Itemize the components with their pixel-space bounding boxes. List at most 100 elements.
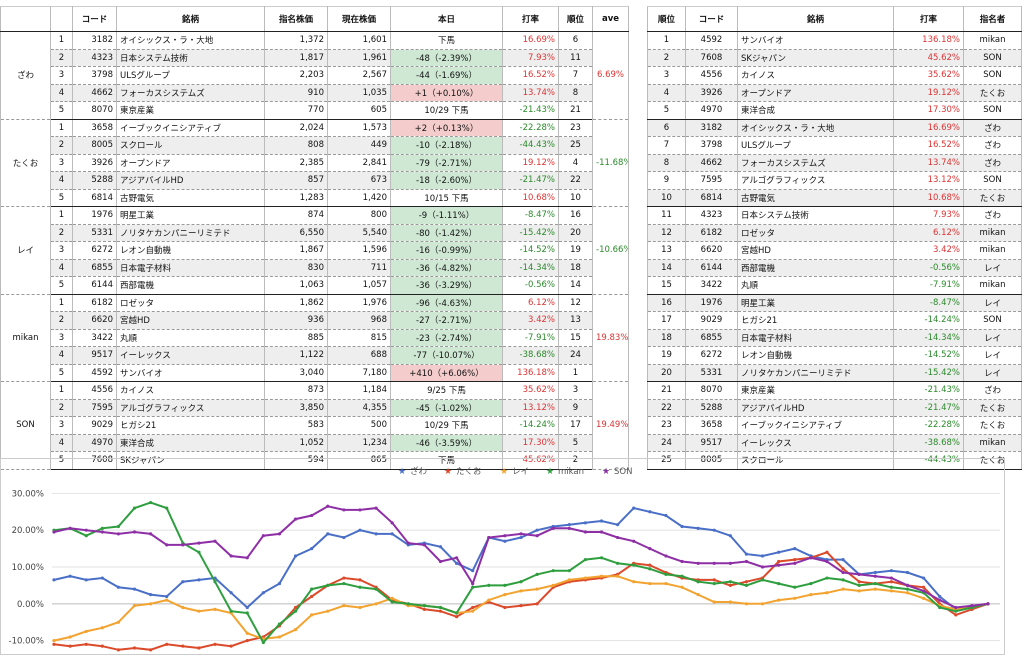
legend-label: ざわ <box>410 466 427 477</box>
stock-name: ヒガシ21 <box>116 416 265 435</box>
stock-name: SKジャパン <box>737 49 894 67</box>
member-name: mikan <box>0 294 51 382</box>
data-point <box>809 556 813 560</box>
nominator: SON <box>963 171 1022 190</box>
table-row: 4 4970 東洋合成 1,052 1,234 -46（-3.59%） 17.30% 5 <box>1 434 629 452</box>
stock-code: 8005 <box>72 136 117 155</box>
stock-code: 9029 <box>685 311 738 330</box>
rank: 13 <box>647 241 686 260</box>
data-point <box>841 567 845 571</box>
hit-rate: 35.62% <box>893 66 964 85</box>
data-point <box>342 576 346 580</box>
stock-code: 7608 <box>685 49 738 67</box>
data-point <box>841 578 845 582</box>
current-price: 673 <box>327 171 391 190</box>
y-tick-label: 30.00% <box>12 489 44 499</box>
stock-name: 東京産業 <box>737 381 894 400</box>
data-point <box>197 646 201 650</box>
data-point <box>777 563 781 567</box>
legend-label: たくお <box>456 467 482 477</box>
data-point <box>793 596 797 600</box>
data-point <box>873 570 877 575</box>
ranking-row: 13 6620 宮越HD 3.42% mikan <box>647 241 1022 260</box>
data-point <box>744 580 749 584</box>
data-point <box>696 593 700 597</box>
rank: 19 <box>647 346 686 365</box>
stock-code: 4970 <box>685 101 738 120</box>
member-name: たくお <box>0 119 51 207</box>
rank: 1 <box>558 364 593 382</box>
hit-rate: 13.74% <box>893 154 964 172</box>
data-point <box>165 594 169 599</box>
table-row: たくお 1 3658 イーブックイニシアティブ 2,024 1,573 +2（+0.13%）… <box>0 119 629 207</box>
row-number: 1 <box>50 294 73 312</box>
today-change: 9/25 下馬 <box>390 381 503 400</box>
table-row: 3 9029 ヒガシ21 583 500 10/29 下馬 -14.24% 17 <box>1 416 629 435</box>
today-change: -18（-2.60%） <box>390 171 503 190</box>
row-number: 3 <box>50 416 73 435</box>
stock-code: 3422 <box>685 276 738 295</box>
performance-chart: -10.00% 0.00% 10.00% 20.00% 30.00% ★ ざわ ★ たくお ★ レイ… <box>0 458 1010 656</box>
data-point <box>326 583 330 588</box>
today-change: 10/15 下馬 <box>390 189 503 207</box>
nominated-price: 1,283 <box>264 189 328 207</box>
hit-rate: -21.43% <box>893 381 964 400</box>
rank: 23 <box>647 416 686 435</box>
stock-code: 3658 <box>685 416 738 435</box>
data-point <box>873 587 877 591</box>
rank: 5 <box>558 434 593 452</box>
stock-name: オープンドア <box>737 84 894 102</box>
rank: 2 <box>647 49 686 67</box>
stock-name: 宮越HD <box>116 311 265 330</box>
data-point <box>841 587 845 591</box>
data-point <box>503 605 507 610</box>
ranking-row: 3 4556 カイノス 35.62% SON <box>647 66 1022 85</box>
nominator: レイ <box>963 346 1022 365</box>
data-point <box>567 569 571 573</box>
stock-code: 3182 <box>685 119 738 137</box>
rank: 24 <box>558 346 593 365</box>
ranking-row: 11 4323 日本システム技術 7.93% ざわ <box>647 206 1022 225</box>
stock-code: 6272 <box>685 346 738 365</box>
stock-code: 7595 <box>72 399 117 417</box>
data-point <box>921 589 926 593</box>
row-number: 5 <box>50 364 73 382</box>
stock-code: 9517 <box>685 434 738 452</box>
data-point <box>599 530 604 534</box>
data-point <box>165 642 169 646</box>
stock-code: 6144 <box>72 276 117 295</box>
hit-rate: 13.12% <box>502 399 559 417</box>
data-point <box>535 602 539 606</box>
stock-code: 4592 <box>72 364 117 382</box>
nominated-price: 1,122 <box>264 346 328 365</box>
today-change: -23（-2.74%） <box>390 329 503 347</box>
data-point <box>632 539 636 543</box>
rank: 21 <box>647 381 686 400</box>
current-price: 4,355 <box>327 399 391 417</box>
stock-code: 6855 <box>72 259 117 277</box>
data-point <box>277 532 282 536</box>
stock-code: 8070 <box>72 101 117 120</box>
hit-rate: 13.74% <box>502 84 559 102</box>
nominator: mikan <box>963 434 1022 452</box>
nominated-price: 936 <box>264 311 328 330</box>
data-point <box>583 530 588 534</box>
data-point <box>245 556 249 560</box>
stock-name: 西部電機 <box>116 276 265 295</box>
ranking-table-header: 順位 コード 銘柄 打率 指名者 <box>647 6 1022 32</box>
data-point <box>293 554 298 558</box>
data-point <box>744 602 749 606</box>
data-point <box>149 602 153 606</box>
row-number: 3 <box>50 241 73 260</box>
data-point <box>905 583 910 588</box>
ranking-row: 4 3926 オープンドア 19.12% たくお <box>647 84 1022 102</box>
hit-rate: 136.18% <box>893 31 964 50</box>
data-point <box>310 513 314 518</box>
data-point <box>358 605 362 610</box>
group-average: 19.83% <box>592 294 629 382</box>
stock-name: 明星工業 <box>737 294 894 312</box>
data-point <box>954 605 958 610</box>
stock-code: 3798 <box>72 66 117 85</box>
rank: 5 <box>647 101 686 120</box>
data-point <box>889 585 893 589</box>
